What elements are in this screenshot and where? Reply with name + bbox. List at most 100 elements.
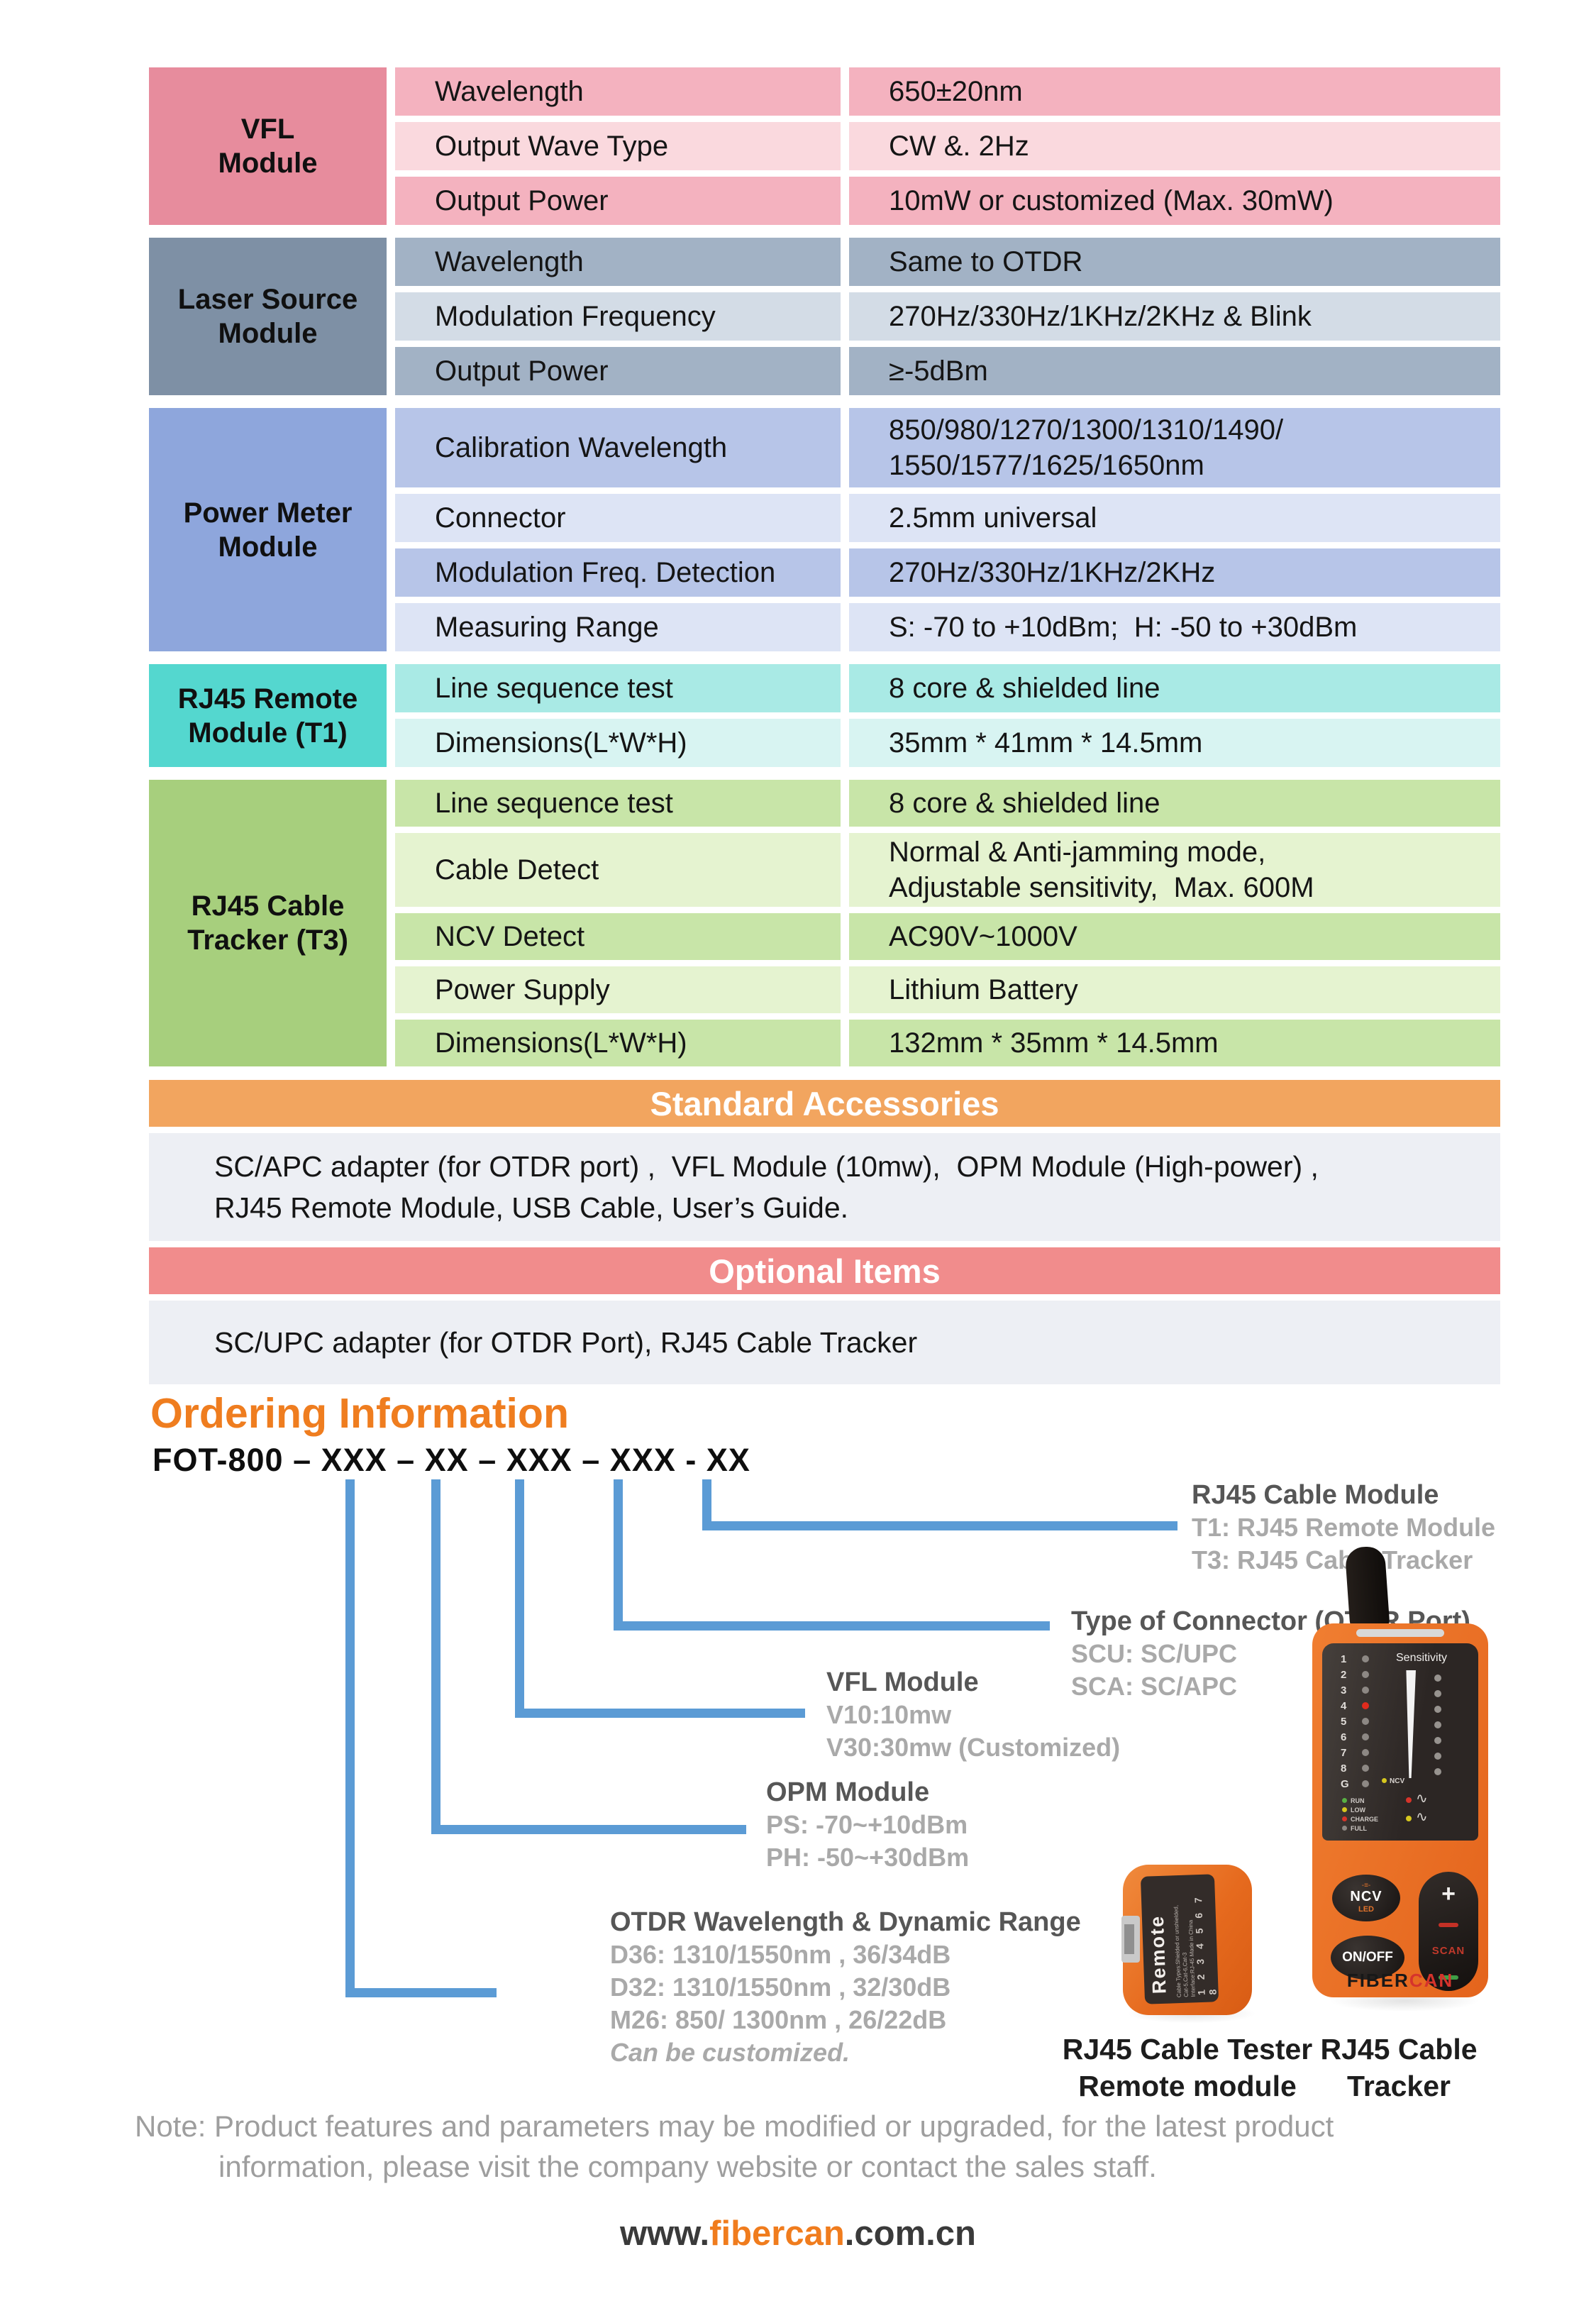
ordering-group-opm: OPM Module PS: -70~+10dBm PH: -50~+30dBm bbox=[766, 1776, 969, 1874]
ncv-indicator: NCV bbox=[1382, 1777, 1404, 1785]
connector-line-vfl-h bbox=[515, 1709, 805, 1718]
ordering-information-title: Ordering Information bbox=[150, 1390, 569, 1437]
value-cell: 132mm * 35mm * 14.5mm bbox=[849, 1020, 1500, 1066]
battery-status-labels: RUN LOW CHARGE FULL bbox=[1351, 1797, 1379, 1832]
connector-line-rj45-h bbox=[702, 1521, 1177, 1530]
module-header-rj45-tracker: RJ45 Cable Tracker (T3) bbox=[149, 780, 387, 1066]
remote-pin-numbers: 1 2 3 4 5 6 7 8 bbox=[1192, 1893, 1219, 1996]
spec-section-rj45-tracker: RJ45 Cable Tracker (T3) Line sequence te… bbox=[149, 780, 1500, 1066]
module-header-rj45-remote: RJ45 Remote Module (T1) bbox=[149, 664, 387, 767]
param-cell: Dimensions(L*W*H) bbox=[395, 1020, 841, 1066]
fibercan-logo: FIBERCAN bbox=[1346, 1970, 1454, 1991]
value-cell: Normal & Anti-jamming mode, Adjustable s… bbox=[849, 833, 1500, 907]
tracker-display-panel: 1 2 3 4 5 6 7 8 G NCV RUN LOW CHARGE FUL… bbox=[1322, 1643, 1478, 1841]
module-header-power-meter: Power Meter Module bbox=[149, 408, 387, 651]
optional-items-banner: Optional Items bbox=[149, 1247, 1500, 1294]
param-cell: Line sequence test bbox=[395, 664, 841, 712]
ordering-group-rj45: RJ45 Cable Module T1: RJ45 Remote Module… bbox=[1192, 1479, 1495, 1577]
value-cell: 10mW or customized (Max. 30mW) bbox=[849, 177, 1500, 225]
on-off-button: ON/OFF bbox=[1331, 1936, 1404, 1980]
tracker-top-strip bbox=[1356, 1629, 1444, 1637]
group-heading: VFL Module bbox=[826, 1667, 979, 1697]
module-header-laser: Laser Source Module bbox=[149, 238, 387, 395]
led-number-labels: 1 2 3 4 5 6 7 8 G bbox=[1341, 1653, 1349, 1790]
remote-front-panel: Remote Cable Types:Shielded or unshielde… bbox=[1140, 1874, 1219, 2004]
value-cell: 2.5mm universal bbox=[849, 494, 1500, 542]
standard-accessories-text: SC/APC adapter (for OTDR port) , VFL Mod… bbox=[149, 1133, 1500, 1241]
rj45-cable-tracker-photo: 1 2 3 4 5 6 7 8 G NCV RUN LOW CHARGE FUL… bbox=[1312, 1545, 1493, 2004]
value-cell: ≥-5dBm bbox=[849, 347, 1500, 395]
value-cell: AC90V~1000V bbox=[849, 913, 1500, 960]
group-option: T1: RJ45 Remote Module bbox=[1192, 1513, 1496, 1542]
ncv-button: -≡- NCV LED bbox=[1332, 1875, 1400, 1921]
connector-line-opm-h bbox=[431, 1825, 746, 1834]
group-option: SCA: SC/APC bbox=[1071, 1672, 1238, 1701]
param-cell: Output Power bbox=[395, 347, 841, 395]
remote-caption: RJ45 Cable Tester Remote module bbox=[1062, 2033, 1313, 2102]
group-option: D32: 1310/1550nm , 32/30dB bbox=[610, 1973, 951, 2002]
rj45-remote-module-photo: Remote Cable Types:Shielded or unshielde… bbox=[1121, 1865, 1252, 2015]
param-cell: Connector bbox=[395, 494, 841, 542]
param-cell: Line sequence test bbox=[395, 780, 841, 827]
tracker-caption: RJ45 Cable Tracker bbox=[1320, 2033, 1478, 2102]
optional-items-text: SC/UPC adapter (for OTDR Port), RJ45 Cab… bbox=[149, 1301, 1500, 1384]
group-heading: OTDR Wavelength & Dynamic Range bbox=[610, 1907, 1081, 1937]
group-option: PH: -50~+30dBm bbox=[766, 1843, 970, 1872]
connector-line-opm bbox=[431, 1479, 440, 1834]
param-cell: Output Wave Type bbox=[395, 122, 841, 170]
param-cell: Measuring Range bbox=[395, 603, 841, 651]
value-cell: 270Hz/330Hz/1KHz/2KHz & Blink bbox=[849, 292, 1500, 341]
connector-line-otdr bbox=[345, 1479, 355, 1997]
value-cell: 270Hz/330Hz/1KHz/2KHz bbox=[849, 548, 1500, 597]
value-cell: 8 core & shielded line bbox=[849, 664, 1500, 712]
value-cell: Lithium Battery bbox=[849, 966, 1500, 1013]
module-header-vfl: VFL Module bbox=[149, 67, 387, 225]
website-url[interactable]: www.fibercan.com.cn bbox=[620, 2214, 976, 2253]
value-cell: CW &. 2Hz bbox=[849, 122, 1500, 170]
group-heading: OPM Module bbox=[766, 1777, 930, 1807]
connector-line-connector-h bbox=[614, 1621, 1050, 1631]
param-cell: Output Power bbox=[395, 177, 841, 225]
ordering-group-vfl: VFL Module V10:10mw V30:30mw (Customized… bbox=[826, 1666, 1120, 1764]
connector-line-connector bbox=[614, 1479, 623, 1631]
group-option: V10:10mw bbox=[826, 1700, 952, 1729]
connector-line-vfl bbox=[515, 1479, 524, 1718]
param-cell: Wavelength bbox=[395, 238, 841, 286]
group-option: D36: 1310/1550nm , 36/34dB bbox=[610, 1940, 951, 1969]
footer-note: Note: Product features and parameters ma… bbox=[135, 2106, 1334, 2187]
remote-panel-label: Remote bbox=[1146, 1914, 1170, 1995]
led-dots bbox=[1362, 1655, 1369, 1787]
param-cell: Wavelength bbox=[395, 67, 841, 116]
value-cell: Same to OTDR bbox=[849, 238, 1500, 286]
scan-adjust-button: + SCAN bbox=[1419, 1872, 1478, 1991]
battery-dots bbox=[1342, 1798, 1347, 1831]
note-line: information, please visit the company we… bbox=[218, 2150, 1157, 2183]
param-cell: Dimensions(L*W*H) bbox=[395, 719, 841, 767]
group-heading: RJ45 Cable Module bbox=[1192, 1480, 1439, 1510]
note-line: Note: Product features and parameters ma… bbox=[135, 2109, 1334, 2143]
param-cell: Modulation Freq. Detection bbox=[395, 548, 841, 597]
group-option: SCU: SC/UPC bbox=[1071, 1639, 1238, 1668]
group-footnote: Can be customized. bbox=[610, 2038, 850, 2067]
minus-green-bar bbox=[1439, 1975, 1458, 1980]
ordering-code: FOT-800 – XXX – XX – XXX – XXX - XX bbox=[153, 1442, 750, 1478]
group-option: V30:30mw (Customized) bbox=[826, 1733, 1121, 1762]
spec-section-rj45-remote: RJ45 Remote Module (T1) Line sequence te… bbox=[149, 664, 1500, 767]
ordering-group-otdr: OTDR Wavelength & Dynamic Range D36: 131… bbox=[610, 1906, 1081, 2069]
standard-accessories-banner: Standard Accessories bbox=[149, 1080, 1500, 1127]
value-cell: 8 core & shielded line bbox=[849, 780, 1500, 827]
spec-section-laser: Laser Source Module Wavelength Same to O… bbox=[149, 238, 1500, 395]
value-cell: 35mm * 41mm * 14.5mm bbox=[849, 719, 1500, 767]
connector-line-otdr-h bbox=[345, 1988, 497, 1997]
spec-section-vfl: VFL Module Wavelength 650±20nm Output Wa… bbox=[149, 67, 1500, 225]
param-cell: Modulation Frequency bbox=[395, 292, 841, 341]
rj45-port-icon bbox=[1121, 1916, 1140, 1963]
value-cell: S: -70 to +10dBm; H: -50 to +30dBm bbox=[849, 603, 1500, 651]
value-cell: 850/980/1270/1300/1310/1490/ 1550/1577/1… bbox=[849, 408, 1500, 487]
sensitivity-dots bbox=[1434, 1675, 1441, 1775]
minus-red-bar bbox=[1439, 1922, 1458, 1927]
spec-section-power-meter: Power Meter Module Calibration Wavelengt… bbox=[149, 408, 1500, 651]
value-cell: 650±20nm bbox=[849, 67, 1500, 116]
param-cell: Calibration Wavelength bbox=[395, 408, 841, 487]
